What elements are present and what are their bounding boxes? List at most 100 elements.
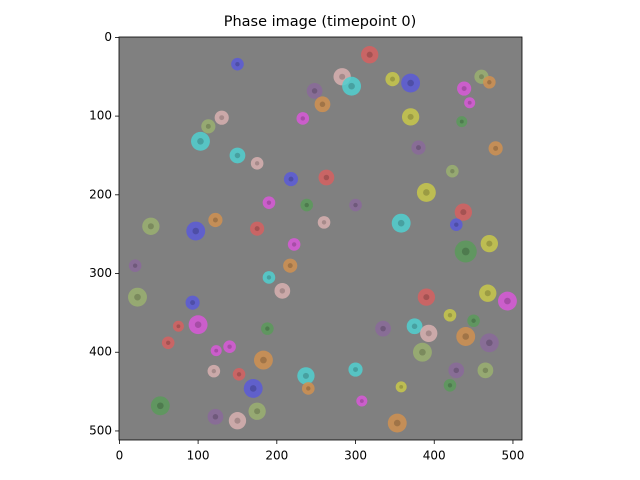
cell [448,362,465,379]
cell-nucleus [235,61,240,67]
cell-nucleus [366,51,373,58]
cell [356,395,368,407]
cell-nucleus [304,202,309,208]
cell [201,119,216,134]
cell [185,295,200,310]
cell [283,171,299,187]
cell [443,308,457,322]
cell-nucleus [234,152,241,159]
cell-nucleus [254,226,260,232]
cell-nucleus [287,263,293,269]
cell [253,350,273,370]
cell-nucleus [260,356,267,364]
x-tick-label: 100 [187,449,210,463]
y-tick-label: 400 [89,345,112,359]
cell [186,221,206,241]
cell [483,75,496,89]
cell [375,320,391,337]
cell-nucleus [266,275,272,280]
cell-nucleus [393,419,401,427]
cell [385,72,400,87]
cell [296,112,310,125]
cell-nucleus [478,74,484,80]
cell [479,333,499,353]
cell-nucleus [212,217,218,223]
cell-nucleus [471,318,476,323]
cell-nucleus [306,386,311,391]
cell-nucleus [390,76,395,82]
cell [456,116,468,128]
cell [391,213,411,233]
cell-nucleus [425,330,432,337]
cell [449,218,463,232]
cell-nucleus [450,168,455,174]
cell-nucleus [486,339,493,347]
cell-nucleus [416,145,421,151]
cell-nucleus [319,101,326,108]
cell [497,291,517,311]
cell-nucleus [380,325,386,332]
x-tick-label: 400 [423,449,446,463]
cell [287,238,301,251]
cell [411,140,426,155]
cell [150,396,170,416]
cell [387,413,407,433]
cell-nucleus [134,293,141,301]
cell-nucleus [323,174,330,181]
cell-nucleus [462,333,470,340]
cell-nucleus [461,86,467,92]
cell [232,367,246,381]
cell-nucleus [423,294,430,301]
cell-nucleus [147,223,154,230]
x-tick-label: 500 [501,449,524,463]
cell [243,378,263,398]
cell-nucleus [249,385,257,392]
cell-nucleus [467,100,472,105]
cell-nucleus [399,384,404,389]
cell-nucleus [419,348,426,356]
cell [210,345,222,357]
cell-nucleus [265,326,270,331]
cell-nucleus [288,176,294,182]
cell [300,198,314,212]
cell [314,96,331,113]
x-tick-label: 200 [265,449,288,463]
x-tick-label: 300 [344,449,367,463]
cell-nucleus [484,290,491,297]
cell [446,164,459,178]
y-tick-label: 500 [89,423,112,437]
cell-nucleus [359,399,364,403]
cell [248,402,266,420]
cell-nucleus [157,402,164,410]
cell [261,322,274,335]
cell-nucleus [291,242,297,247]
cell [395,381,407,393]
chart-title: Phase image (timepoint 0) [224,14,417,30]
cell-nucleus [459,119,464,124]
x-tick-label: 0 [116,449,124,463]
cell [464,97,476,109]
cell-nucleus [407,113,414,120]
cell [188,315,208,335]
cell [172,320,184,332]
cell [456,327,476,346]
cell-nucleus [176,324,181,329]
y-tick-label: 0 [104,30,112,44]
cell [467,314,480,328]
cell [128,259,142,272]
cell [488,141,503,156]
cell [443,378,457,392]
cell [283,258,298,273]
y-tick-label: 100 [89,109,112,123]
cell [348,362,363,377]
cell-nucleus [311,88,318,94]
cell [207,364,221,378]
cell [262,196,276,209]
cell-nucleus [190,300,196,306]
cell [401,73,421,93]
cell-nucleus [279,288,286,294]
cell-nucleus [192,227,200,235]
cell-nucleus [219,115,225,121]
cell-nucleus [339,73,346,80]
